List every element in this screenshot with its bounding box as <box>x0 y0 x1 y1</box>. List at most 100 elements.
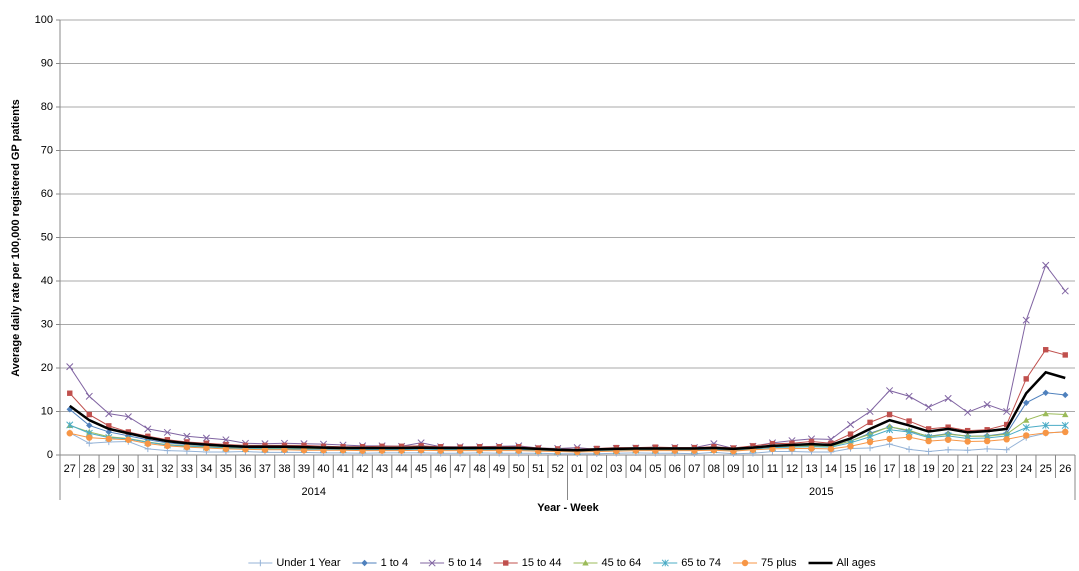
x-tick-label: 32 <box>161 463 173 475</box>
x-tick-label: 16 <box>864 463 876 475</box>
legend-label: 15 to 44 <box>522 557 562 569</box>
marker <box>1003 436 1010 443</box>
x-tick-label: 39 <box>298 463 310 475</box>
marker <box>86 434 93 441</box>
marker <box>808 445 815 452</box>
marker <box>203 440 210 446</box>
legend-marker <box>582 559 589 566</box>
marker <box>983 437 991 445</box>
legend-label: All ages <box>837 557 877 569</box>
marker <box>1043 347 1049 353</box>
x-tick-label: 28 <box>83 463 95 475</box>
x-tick-label: 29 <box>103 463 115 475</box>
legend-marker <box>503 560 509 566</box>
marker <box>886 387 894 395</box>
x-tick-label: 07 <box>688 463 700 475</box>
marker <box>984 427 990 433</box>
marker <box>905 433 913 441</box>
legend-label: 5 to 14 <box>448 557 482 569</box>
x-tick-label: 24 <box>1020 463 1032 475</box>
marker <box>769 445 776 453</box>
y-tick-label: 40 <box>41 275 53 287</box>
legend-marker <box>428 559 436 567</box>
marker <box>905 446 913 453</box>
marker <box>925 426 932 432</box>
marker <box>964 408 972 416</box>
marker <box>418 443 424 449</box>
x-axis-title: Year - Week <box>537 502 599 514</box>
x-tick-label: 46 <box>435 463 447 475</box>
x-tick-label: 33 <box>181 463 193 475</box>
x-tick-label: 50 <box>513 463 525 475</box>
marker <box>808 438 815 445</box>
legend-label: 75 plus <box>761 557 797 569</box>
x-tick-label: 20 <box>942 463 954 475</box>
y-tick-label: 30 <box>41 318 53 330</box>
x-tick-label: 13 <box>805 463 817 475</box>
x-tick-label: 51 <box>532 463 544 475</box>
x-tick-label: 18 <box>903 463 915 475</box>
marker <box>886 435 893 443</box>
marker <box>866 407 874 416</box>
marker <box>866 438 874 446</box>
legend-marker <box>257 559 264 567</box>
marker <box>184 439 190 445</box>
legend-label: 1 to 4 <box>381 557 409 569</box>
marker <box>66 406 73 413</box>
x-tick-label: 43 <box>376 463 388 475</box>
y-tick-label: 90 <box>41 57 53 69</box>
marker <box>1023 417 1030 423</box>
x-tick-label: 36 <box>239 463 251 475</box>
marker <box>1023 432 1030 439</box>
marker <box>1023 399 1030 406</box>
marker <box>866 444 874 452</box>
x-tick-label: 49 <box>493 463 505 475</box>
marker <box>281 446 288 453</box>
marker <box>1062 428 1069 436</box>
marker <box>846 420 855 429</box>
marker <box>1003 446 1010 453</box>
marker <box>66 430 73 437</box>
marker <box>66 363 74 371</box>
legend-label: Under 1 Year <box>276 557 341 569</box>
marker <box>827 445 835 453</box>
marker <box>944 446 952 453</box>
marker <box>1042 389 1049 396</box>
x-tick-label: 42 <box>356 463 368 475</box>
marker <box>983 400 991 409</box>
marker <box>1022 424 1030 432</box>
marker <box>145 433 151 439</box>
marker <box>261 446 269 453</box>
x-tick-label: 19 <box>922 463 934 475</box>
marker <box>983 445 991 453</box>
x-group-label: 2015 <box>809 486 833 498</box>
y-tick-label: 0 <box>47 449 53 461</box>
marker <box>964 438 971 445</box>
x-tick-label: 17 <box>883 463 895 475</box>
marker <box>125 429 132 435</box>
marker <box>105 410 113 418</box>
marker <box>85 392 93 400</box>
x-tick-label: 14 <box>825 463 837 475</box>
marker <box>1003 407 1011 416</box>
series-line <box>69 392 1066 452</box>
x-tick-label: 40 <box>317 463 329 475</box>
legend-label: 45 to 64 <box>602 557 642 569</box>
y-tick-label: 80 <box>41 101 53 113</box>
marker <box>144 440 152 447</box>
x-group-label: 2014 <box>302 486 326 498</box>
y-tick-label: 60 <box>41 188 53 200</box>
x-tick-label: 12 <box>786 463 798 475</box>
x-tick-label: 30 <box>122 463 134 475</box>
x-tick-label: 47 <box>454 463 466 475</box>
legend-marker <box>661 559 669 567</box>
marker <box>86 422 93 429</box>
marker <box>66 421 74 429</box>
x-tick-label: 03 <box>610 463 622 475</box>
marker <box>1042 429 1049 437</box>
marker <box>944 394 952 403</box>
y-tick-label: 20 <box>41 362 53 374</box>
x-tick-label: 35 <box>220 463 232 475</box>
marker <box>1003 421 1010 428</box>
marker <box>964 427 971 434</box>
